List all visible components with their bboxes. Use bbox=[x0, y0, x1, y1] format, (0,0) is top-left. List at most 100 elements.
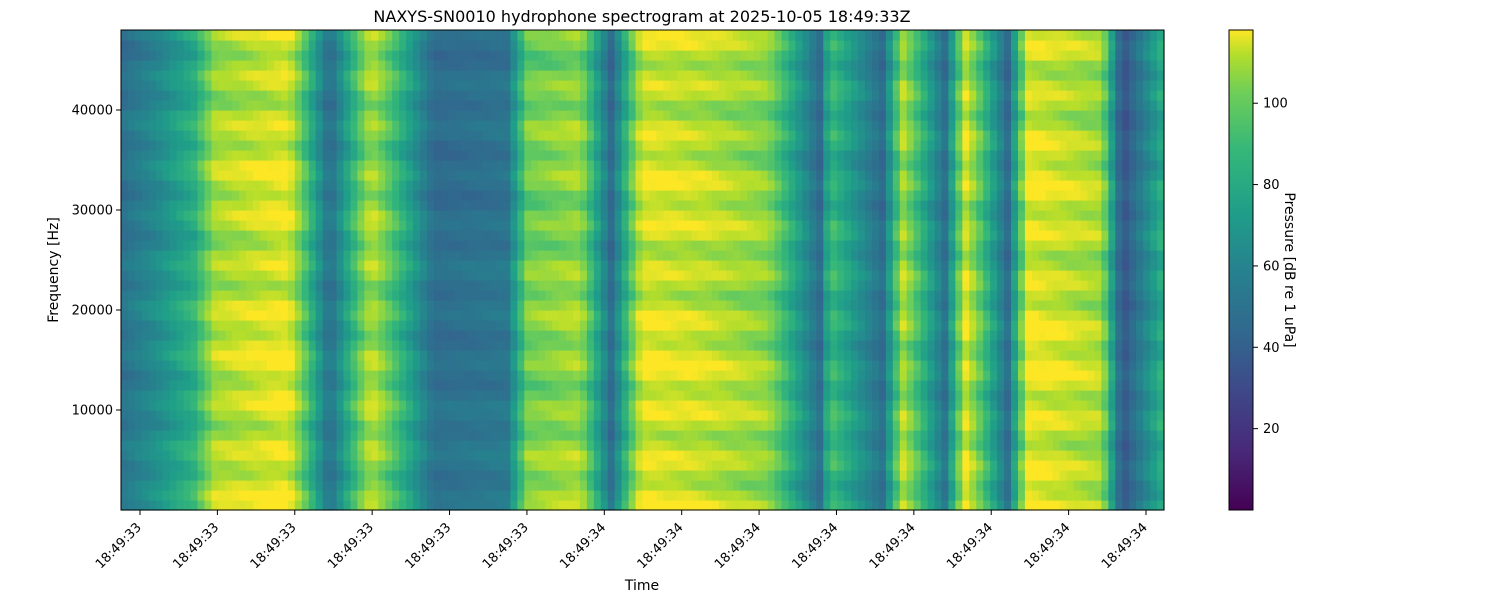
heatmap-cell bbox=[475, 150, 484, 161]
heatmap-cell bbox=[510, 500, 518, 511]
heatmap-cell bbox=[433, 280, 442, 291]
heatmap-cell bbox=[121, 430, 129, 441]
heatmap-cell bbox=[712, 130, 720, 141]
heatmap-cell bbox=[746, 330, 755, 341]
heatmap-cell bbox=[301, 240, 310, 251]
heatmap-cell bbox=[392, 500, 400, 511]
heatmap-cell bbox=[399, 360, 407, 371]
heatmap-cell bbox=[572, 240, 581, 251]
heatmap-cell bbox=[545, 230, 553, 241]
heatmap-cell bbox=[788, 420, 797, 431]
heatmap-cell bbox=[232, 120, 240, 131]
heatmap-cell bbox=[677, 340, 685, 351]
heatmap-cell bbox=[357, 180, 365, 191]
heatmap-cell bbox=[148, 360, 157, 371]
heatmap-cell bbox=[155, 150, 164, 161]
heatmap-cell bbox=[614, 340, 623, 351]
heatmap-cell bbox=[545, 100, 553, 111]
heatmap-cell bbox=[739, 330, 748, 341]
heatmap-cell bbox=[538, 140, 546, 151]
heatmap-cell bbox=[246, 380, 254, 391]
heatmap-cell bbox=[760, 340, 769, 351]
heatmap-cell bbox=[684, 40, 692, 51]
heatmap-cell bbox=[559, 220, 567, 231]
heatmap-cell bbox=[795, 110, 804, 121]
heatmap-cell bbox=[440, 400, 449, 411]
heatmap-cell bbox=[586, 300, 595, 311]
heatmap-cell bbox=[510, 200, 518, 211]
heatmap-cell bbox=[614, 280, 623, 291]
heatmap-cell bbox=[225, 250, 233, 261]
heatmap-cell bbox=[239, 80, 247, 91]
heatmap-cell bbox=[260, 190, 268, 201]
heatmap-cell bbox=[183, 390, 192, 401]
heatmap-cell bbox=[190, 450, 199, 461]
heatmap-cell bbox=[329, 350, 338, 361]
heatmap-cell bbox=[225, 360, 233, 371]
heatmap-cell bbox=[364, 470, 372, 481]
heatmap-cell bbox=[725, 170, 734, 181]
heatmap-cell bbox=[392, 450, 400, 461]
heatmap-cell bbox=[545, 240, 553, 251]
heatmap-cell bbox=[239, 230, 247, 241]
heatmap-cell bbox=[392, 70, 400, 81]
heatmap-cell bbox=[392, 40, 400, 51]
heatmap-cell bbox=[301, 190, 310, 201]
heatmap-cell bbox=[517, 320, 525, 331]
heatmap-cell bbox=[190, 420, 199, 431]
heatmap-cell bbox=[433, 90, 442, 101]
heatmap-cell bbox=[552, 360, 560, 371]
heatmap-cell bbox=[343, 290, 352, 301]
heatmap-cell bbox=[148, 210, 157, 221]
heatmap-cell bbox=[357, 270, 365, 281]
heatmap-cell bbox=[350, 180, 359, 191]
heatmap-cell bbox=[739, 400, 748, 411]
heatmap-cell bbox=[329, 330, 338, 341]
heatmap-cell bbox=[204, 100, 212, 111]
heatmap-cell bbox=[183, 160, 192, 171]
heatmap-cell bbox=[614, 360, 623, 371]
heatmap-cell bbox=[503, 140, 511, 151]
heatmap-cell bbox=[746, 200, 755, 211]
heatmap-cell bbox=[524, 460, 532, 471]
heatmap-cell bbox=[280, 50, 289, 61]
heatmap-cell bbox=[322, 170, 331, 181]
heatmap-cell bbox=[371, 270, 379, 281]
heatmap-cell bbox=[635, 370, 644, 381]
heatmap-cell bbox=[121, 160, 129, 171]
heatmap-cell bbox=[399, 190, 407, 201]
heatmap-cell bbox=[190, 190, 199, 201]
heatmap-cell bbox=[190, 250, 199, 261]
heatmap-cell bbox=[141, 270, 150, 281]
heatmap-cell bbox=[677, 220, 685, 231]
heatmap-cell bbox=[239, 30, 247, 41]
heatmap-cell bbox=[774, 30, 783, 41]
heatmap-cell bbox=[155, 240, 164, 251]
heatmap-cell bbox=[225, 370, 233, 381]
heatmap-cell bbox=[705, 390, 713, 401]
heatmap-cell bbox=[788, 360, 797, 371]
heatmap-cell bbox=[426, 450, 435, 461]
heatmap-cell bbox=[392, 410, 400, 421]
heatmap-cell bbox=[642, 180, 651, 191]
heatmap-cell bbox=[545, 250, 553, 261]
heatmap-cell bbox=[482, 260, 491, 271]
heatmap-cell bbox=[308, 450, 317, 461]
heatmap-cell bbox=[155, 70, 164, 81]
heatmap-cell bbox=[753, 190, 762, 201]
heatmap-cell bbox=[739, 90, 748, 101]
heatmap-cell bbox=[301, 300, 310, 311]
heatmap-cell bbox=[517, 170, 525, 181]
heatmap-cell bbox=[649, 410, 657, 421]
heatmap-cell bbox=[121, 450, 129, 461]
heatmap-cell bbox=[211, 310, 219, 321]
heatmap-cell bbox=[468, 310, 477, 321]
heatmap-cell bbox=[399, 310, 407, 321]
heatmap-cell bbox=[802, 130, 810, 141]
heatmap-cell bbox=[830, 340, 838, 351]
heatmap-cell bbox=[691, 470, 699, 481]
heatmap-cell bbox=[176, 490, 185, 501]
heatmap-cell bbox=[482, 440, 491, 451]
heatmap-cell bbox=[169, 70, 178, 81]
